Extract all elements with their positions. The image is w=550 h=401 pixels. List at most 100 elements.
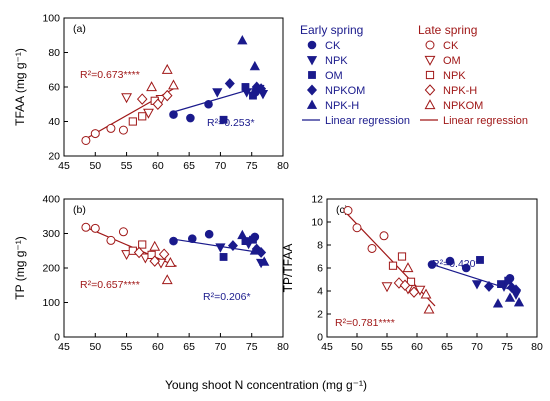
early-npk-h-point: [492, 298, 504, 308]
y-tick-label: 100: [42, 297, 60, 309]
y-axis-label: TP (mg g⁻¹): [13, 236, 27, 299]
late-npkom-point: [161, 274, 173, 285]
early-om-point: [249, 91, 257, 100]
early-r2-annotation: R²=0.253*: [207, 117, 255, 129]
panel-a-tfaa-chart: 45 50 55 60 65 70 75 80 20 40 60 80 100 TFAA (mg g⁻¹)…: [13, 13, 289, 173]
early-r2-annotation: R²=0.206*: [203, 291, 251, 303]
early-npkom-point: [256, 247, 267, 258]
y-axis-label: TP/TFAA: [281, 244, 295, 293]
late-npk-h-point: [136, 93, 148, 105]
x-tick-label: 55: [381, 341, 393, 353]
early-ck-point: [204, 99, 213, 109]
late-legend-label: NPK: [443, 70, 466, 82]
late-om-point: [121, 93, 133, 104]
late-ck-point: [81, 135, 91, 145]
early-om-point: [219, 115, 228, 124]
plot-frame: [63, 198, 284, 338]
late-legend-label: NPK-H: [443, 85, 477, 97]
early-om-point: [504, 276, 513, 285]
late-legend-marker-npk-h: [424, 84, 436, 96]
x-tick-label: 65: [183, 341, 195, 353]
panel-label: (b): [73, 204, 86, 216]
y-tick-label: 60: [48, 82, 60, 94]
late-legend-marker-npk: [425, 70, 435, 80]
early-legend-label: NPK: [325, 55, 348, 67]
early-npk-point: [471, 280, 483, 290]
x-tick-label: 55: [121, 160, 133, 172]
early-om-point: [241, 83, 250, 91]
y-tick-label: 40: [48, 116, 60, 128]
late-npk-h-point: [133, 246, 145, 259]
late-legend-label: CK: [443, 40, 459, 52]
late-npk-point: [147, 250, 156, 259]
early-npkom-point: [256, 83, 267, 95]
late-ck-point: [118, 227, 128, 237]
late-ck-point: [367, 243, 377, 253]
late-npk-h-point: [158, 248, 170, 260]
late-legend-label: OM: [443, 55, 461, 67]
late-legend-marker-npkom: [424, 99, 436, 110]
late-npk-point: [397, 252, 407, 261]
early-ck-point: [445, 256, 455, 266]
x-tick-label: 50: [89, 160, 101, 172]
shared-x-axis-label: Young shoot N concentration (mg g⁻¹): [165, 378, 367, 392]
late-npkom-point: [423, 303, 435, 314]
y-tick-label: 12: [311, 194, 323, 206]
early-legend-marker-om: [308, 71, 316, 79]
x-tick-label: 80: [277, 160, 289, 172]
late-npkom-point: [168, 79, 179, 90]
x-tick-label: 45: [58, 160, 70, 172]
y-tick-label: 4: [317, 286, 323, 298]
late-legend-regression-label: Linear regression: [443, 115, 528, 127]
early-legend-marker-npk-h: [306, 99, 318, 109]
late-legend-marker-om: [424, 55, 436, 66]
panel-b-tp-chart: 45 50 55 60 65 70 75 80 0 100 200 300 400 TP (mg g⁻¹)…: [13, 194, 289, 354]
x-tick-label: 60: [152, 160, 164, 172]
late-ck-point: [90, 223, 100, 233]
late-npk-h-point: [161, 89, 173, 102]
early-r2-annotation: R²=0.420**: [432, 258, 484, 270]
y-tick-label: 0: [54, 332, 60, 344]
early-ck-point: [169, 236, 178, 246]
x-tick-label: 80: [277, 341, 289, 353]
early-ck-point: [186, 113, 195, 123]
x-tick-label: 75: [501, 341, 513, 353]
late-npkom-point: [146, 81, 158, 92]
x-tick-label: 70: [215, 341, 227, 353]
y-tick-label: 100: [42, 13, 60, 25]
x-tick-label: 70: [215, 160, 227, 172]
early-legend-marker-ck: [307, 40, 317, 50]
x-tick-label: 80: [531, 341, 543, 353]
early-legend-label: OM: [325, 70, 343, 82]
x-tick-label: 50: [351, 341, 363, 353]
late-legend-label: NPKOM: [443, 100, 483, 112]
x-tick-label: 60: [152, 341, 164, 353]
y-tick-label: 10: [311, 217, 323, 229]
late-ck-point: [90, 129, 100, 139]
early-npkom-point: [224, 78, 235, 89]
y-tick-label: 80: [48, 47, 60, 59]
early-legend-label: NPK-H: [325, 100, 359, 112]
late-r2-annotation: R²=0.781****: [335, 317, 395, 329]
early-npkom-point: [227, 240, 238, 252]
late-npkom-point: [161, 63, 173, 74]
y-tick-label: 20: [48, 151, 60, 163]
y-tick-label: 2: [317, 309, 323, 321]
late-om-point: [381, 282, 393, 293]
late-r2-annotation: R²=0.657****: [80, 279, 140, 291]
early-om-point: [497, 280, 505, 288]
late-ck-point: [379, 231, 389, 241]
x-tick-label: 45: [321, 341, 333, 353]
late-npk-point: [128, 117, 137, 126]
panel-label: (a): [73, 23, 86, 35]
early-legend-marker-npk: [306, 56, 318, 66]
late-npkom-point: [149, 240, 161, 251]
early-ck-point: [427, 260, 437, 269]
late-npk-h-point: [399, 279, 411, 291]
y-tick-label: 0: [317, 332, 323, 344]
early-npk-h-point: [249, 60, 260, 71]
x-tick-label: 65: [441, 341, 453, 353]
early-legend-regression-label: Linear regression: [325, 115, 410, 127]
